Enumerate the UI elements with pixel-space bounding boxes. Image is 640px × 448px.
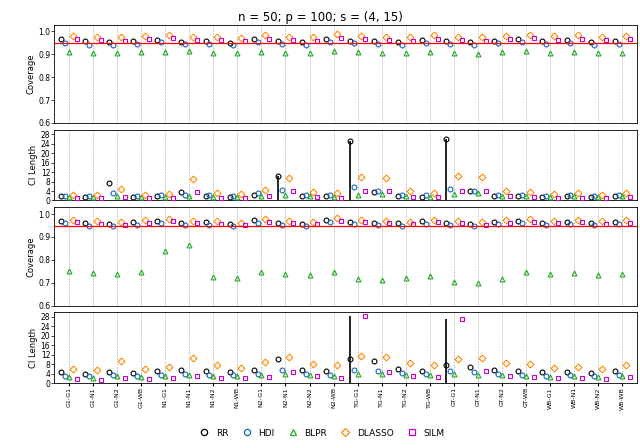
Legend: RR, HDI, BLPR, DLASSO, SILM: RR, HDI, BLPR, DLASSO, SILM bbox=[192, 425, 448, 441]
Y-axis label: Coverage: Coverage bbox=[26, 236, 35, 276]
Y-axis label: CI Length: CI Length bbox=[29, 145, 38, 185]
Text: n = 50; p = 100; s = (4, 15): n = 50; p = 100; s = (4, 15) bbox=[237, 11, 403, 24]
Y-axis label: Coverage: Coverage bbox=[26, 53, 35, 94]
Y-axis label: CI Length: CI Length bbox=[29, 327, 38, 368]
